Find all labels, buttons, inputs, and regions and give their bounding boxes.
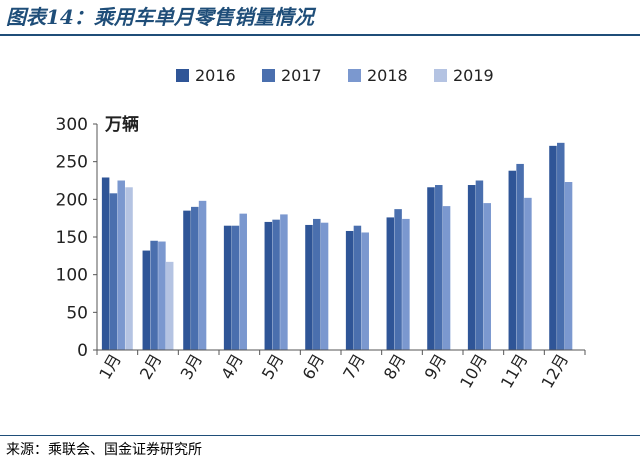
x-tick-label: 9月	[421, 351, 451, 383]
x-tick-label: 2月	[136, 351, 166, 383]
bar-2019-1	[125, 187, 133, 350]
bar-2017-2	[150, 240, 158, 350]
figure-title: 图表14：乘用车单月零售销量情况	[6, 5, 314, 29]
legend-swatch-2019	[434, 69, 447, 82]
bar-2017-3	[191, 206, 199, 350]
bar-2018-8	[402, 218, 410, 350]
bar-2018-5	[280, 214, 288, 350]
bar-2018-6	[320, 222, 329, 350]
y-tick-label: 250	[56, 153, 88, 173]
bar-2018-4	[239, 213, 247, 350]
y-tick-label: 200	[56, 190, 88, 210]
bar-2016-2	[142, 250, 151, 350]
bar-2017-1	[109, 193, 118, 350]
y-tick-label: 50	[66, 303, 88, 323]
bar-2018-11	[524, 197, 532, 350]
x-tick-label: 10月	[456, 351, 491, 392]
bars	[101, 142, 573, 350]
bar-2017-6	[313, 218, 321, 350]
legend-swatch-2018	[348, 69, 361, 82]
legend-label-2019: 2019	[453, 66, 494, 85]
bar-2016-5	[264, 221, 273, 350]
y-tick-label: 150	[56, 228, 88, 248]
bar-2017-12	[557, 142, 565, 350]
bar-2018-9	[442, 206, 451, 350]
source-divider	[0, 435, 640, 436]
bar-2019-2	[165, 261, 174, 350]
bar-2016-1	[101, 177, 110, 350]
bar-2017-5	[272, 219, 280, 350]
x-tick-label: 11月	[497, 351, 532, 392]
x-axis: 1月 2月 3月 4月 5月 6月 7月 8月 9月 10月 11月 12月	[95, 349, 586, 392]
title-divider	[0, 34, 640, 36]
y-axis: 0 50 100 150 200 250 300	[56, 115, 98, 361]
bar-2018-3	[198, 200, 207, 350]
bar-2017-4	[231, 225, 240, 350]
x-tick-label: 1月	[95, 351, 125, 383]
bar-2017-7	[353, 225, 362, 350]
bar-2016-4	[223, 225, 232, 350]
monthly-retail-sales-bar-chart: 2016 2017 2018 2019 万辆 0 50 100 150 200 250 300 1…	[56, 66, 586, 392]
legend-label-2017: 2017	[281, 66, 322, 85]
legend-swatch-2016	[176, 69, 189, 82]
x-tick-label: 3月	[177, 351, 207, 383]
bar-2016-8	[386, 217, 395, 350]
y-tick-label: 0	[77, 341, 88, 361]
bar-2016-9	[427, 187, 435, 350]
x-tick-label: 7月	[339, 351, 369, 383]
bar-2017-8	[394, 209, 402, 350]
y-tick-label: 100	[56, 266, 88, 286]
legend-label-2018: 2018	[367, 66, 408, 85]
bar-2016-3	[183, 210, 191, 350]
bar-2016-6	[305, 224, 313, 350]
bar-2016-7	[345, 230, 354, 350]
bar-2017-9	[435, 185, 443, 350]
bar-2017-10	[475, 180, 484, 350]
bar-2016-10	[467, 185, 476, 350]
bar-2018-10	[483, 203, 491, 350]
x-tick-label: 12月	[537, 351, 572, 392]
bar-2018-2	[158, 241, 166, 350]
legend: 2016 2017 2018 2019	[176, 66, 494, 85]
legend-label-2016: 2016	[195, 66, 236, 85]
bar-2018-1	[117, 180, 125, 350]
x-tick-label: 4月	[217, 351, 247, 383]
bar-2016-12	[549, 145, 557, 350]
x-tick-label: 6月	[299, 351, 329, 383]
y-tick-label: 300	[56, 115, 88, 135]
legend-swatch-2017	[262, 69, 275, 82]
bar-2017-11	[516, 163, 524, 350]
bar-2016-11	[508, 170, 517, 350]
y-axis-unit-label: 万辆	[104, 114, 139, 135]
bar-2018-7	[361, 232, 369, 350]
x-tick-label: 8月	[380, 351, 410, 383]
x-tick-label: 5月	[258, 351, 288, 383]
source-note: 来源：乘联会、国金证券研究所	[6, 442, 202, 458]
bar-2018-12	[564, 182, 573, 350]
